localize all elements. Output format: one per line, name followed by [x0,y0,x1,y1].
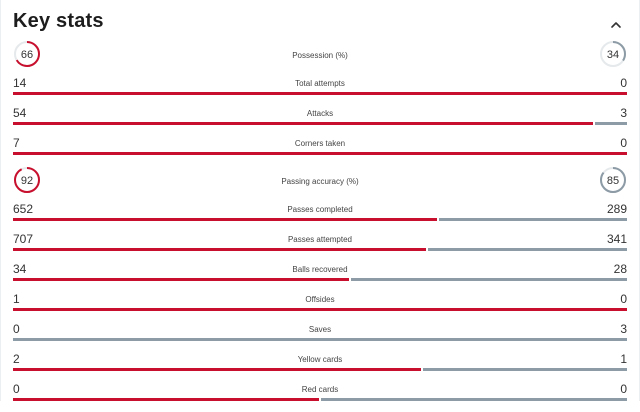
stat-bar-home [13,92,627,95]
stat-bar [13,248,627,251]
stat-away-value: 0 [620,292,627,306]
stat-row-offsides: 1 Offsides 0 [13,292,627,322]
stat-away-value: 3 [620,322,627,336]
stat-row-yellow-cards: 2 Yellow cards 1 [13,352,627,382]
stat-label: Saves [308,325,332,334]
stat-bar [13,308,627,311]
stat-bar-away [594,122,627,125]
stat-bar-away [350,278,627,281]
stat-home-value: 652 [13,202,34,216]
stat-home-value: 2 [13,352,20,366]
stat-row-saves: 0 Saves 3 [13,322,627,352]
stat-bar-away [427,248,627,251]
stat-away-value: 0 [620,76,627,90]
passing-accuracy-label: Passing accuracy (%) [281,177,359,186]
stat-home-value: 7 [13,136,20,150]
possession-label: Possession (%) [292,51,348,60]
stat-row-total-attempts: 14 Total attempts 0 [13,76,627,106]
stat-row-passes-attempted: 707 Passes attempted 341 [13,232,627,262]
stat-bar-home [13,248,426,251]
key-stats-header: Key stats [13,10,627,38]
stat-bar-home [13,368,421,371]
stat-away-value: 28 [613,262,627,276]
stat-home-value: 14 [13,76,27,90]
stat-label: Balls recovered [292,265,348,274]
stat-bar-home [13,218,438,221]
stat-row-passing-accuracy: 92 Passing accuracy (%) 85 [13,167,627,202]
stat-away-value: 0 [620,136,627,150]
possession-home-value: 66 [21,49,33,61]
stat-row-red-cards: 0 Red cards 0 [13,382,627,412]
stat-bar-away [439,218,627,221]
stat-away-value: 0 [620,382,627,396]
passing-accuracy-home-value: 92 [21,175,33,187]
stat-label: Total attempts [295,79,345,88]
stat-home-value: 34 [13,262,27,276]
stat-label: Red cards [301,385,339,394]
stat-row-possession: 66 Possession (%) 34 [13,41,627,76]
stat-row-passes-completed: 652 Passes completed 289 [13,202,627,232]
stat-bar [13,152,627,155]
stat-bar-home [13,308,627,311]
stat-bar [13,368,627,371]
stat-bar-home [13,152,627,155]
stat-home-value: 0 [13,322,20,336]
stat-away-value: 289 [606,202,627,216]
key-stats-card: Key stats 66 Possession (%) 34 14 Total a… [0,0,640,401]
stat-bar-home [13,398,319,401]
stat-row-attacks: 54 Attacks 3 [13,106,627,136]
passing-accuracy-away-ring: 85 [600,167,626,193]
stat-away-value: 3 [620,106,627,120]
possession-away-ring: 34 [600,41,626,67]
stat-bar [13,278,627,281]
stat-bar [13,338,627,341]
stat-away-value: 341 [606,232,627,246]
stat-away-value: 1 [620,352,627,366]
section-title: Key stats [13,10,104,32]
stat-home-value: 1 [13,292,20,306]
stat-label: Passes completed [287,205,353,214]
stat-label: Corners taken [294,139,346,148]
stat-home-value: 54 [13,106,27,120]
stat-label: Passes attempted [287,235,353,244]
stat-row-balls-recovered: 34 Balls recovered 28 [13,262,627,292]
stat-home-value: 707 [13,232,34,246]
stat-label: Offsides [305,295,335,304]
stat-row-corners-taken: 7 Corners taken 0 [13,136,627,166]
possession-away-value: 34 [607,49,619,61]
passing-accuracy-home-ring: 92 [14,167,40,193]
stat-bar-away [13,338,627,341]
stat-label: Attacks [306,109,334,118]
stat-bar-home [13,122,593,125]
stat-label: Yellow cards [297,355,343,364]
stat-home-value: 0 [13,382,20,396]
stat-bar [13,398,627,401]
passing-accuracy-away-value: 85 [607,175,619,187]
stat-bar-home [13,278,349,281]
stat-bar [13,218,627,221]
stat-bar [13,92,627,95]
chevron-up-icon[interactable] [609,18,623,32]
stat-bar [13,122,627,125]
possession-home-ring: 66 [14,41,40,67]
stat-bar-away [321,398,627,401]
stat-bar-away [423,368,627,371]
